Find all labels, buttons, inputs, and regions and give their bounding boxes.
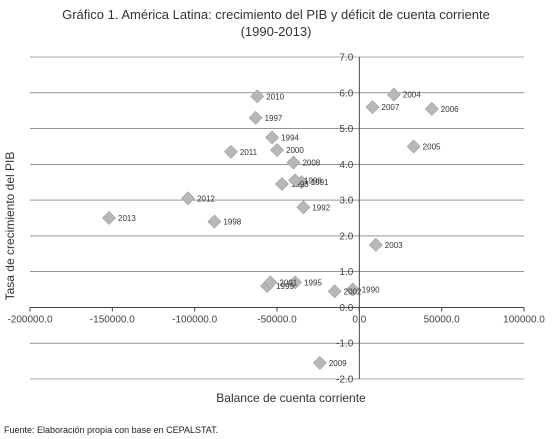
- point-label: 2005: [423, 142, 441, 151]
- point-label: 2002: [344, 287, 362, 296]
- x-tick-label: 50000.0: [424, 314, 461, 325]
- point-label: 1996: [304, 176, 322, 185]
- data-point-2008: 2008: [286, 155, 321, 170]
- chart-subtitle: (1990-2013): [240, 24, 312, 39]
- data-point-2013: 2013: [102, 211, 136, 225]
- diamond-marker: [406, 139, 421, 154]
- chart-title-block: Gráfico 1. América Latina: crecimiento d…: [0, 6, 552, 40]
- diamond-marker: [250, 89, 265, 104]
- point-label: 1999: [276, 282, 294, 291]
- point-label: 2009: [329, 359, 347, 368]
- point-label: 2011: [240, 148, 258, 157]
- data-point-2005: 2005: [406, 139, 441, 154]
- y-tick-label: 4.0: [339, 160, 353, 171]
- data-point-1992: 1992: [296, 200, 331, 215]
- point-label: 1994: [281, 134, 299, 143]
- data-point-1997: 1997: [248, 110, 283, 125]
- diamond-marker: [270, 143, 284, 157]
- diamond-marker: [275, 177, 289, 191]
- x-tick-label: 100000.0: [503, 314, 545, 325]
- diamond-marker: [327, 284, 342, 299]
- point-label: 1997: [265, 114, 283, 123]
- chart-title: Gráfico 1. América Latina: crecimiento d…: [62, 7, 490, 22]
- data-point-2010: 2010: [250, 89, 285, 104]
- y-tick-label: 3.0: [339, 196, 353, 207]
- diamond-marker: [223, 144, 238, 159]
- diamond-marker: [345, 282, 360, 297]
- data-point-2002: 2002: [327, 284, 362, 299]
- axes: [29, 57, 525, 379]
- diamond-marker: [207, 214, 222, 229]
- diamond-marker: [102, 211, 116, 225]
- diamond-marker: [288, 275, 303, 290]
- data-point-1995: 1995: [288, 275, 322, 290]
- y-tick-label: 7.0: [339, 53, 353, 64]
- point-label: 1995: [304, 278, 322, 287]
- scatter-chart: -2.0 -1.0 0.0 1.0 2.0 3.0 4.0 5.0 6.0 7.0 -200000.…: [3, 53, 545, 406]
- x-tick-label: -50000.0: [257, 314, 297, 325]
- x-tick-label: -200000.0: [7, 314, 52, 325]
- data-point-2009: 2009: [312, 355, 347, 370]
- data-point-1990: 1990: [345, 282, 380, 297]
- diamond-marker: [296, 200, 311, 215]
- point-label: 1998: [223, 218, 241, 227]
- diamond-marker: [386, 87, 401, 102]
- point-label: 1993: [291, 180, 309, 189]
- y-tick-label: -2.0: [336, 375, 354, 386]
- x-axis-label: Balance de cuenta corriente: [216, 391, 366, 405]
- diamond-marker: [286, 155, 301, 170]
- diamond-marker: [248, 110, 263, 125]
- y-tick-label: 6.0: [339, 88, 353, 99]
- point-label: 2013: [118, 214, 136, 223]
- data-point-2012: 2012: [181, 191, 215, 206]
- diamond-marker: [181, 191, 196, 206]
- point-label: 2004: [403, 91, 421, 100]
- diamond-marker: [424, 101, 439, 116]
- data-point-1993: 1993: [275, 177, 309, 191]
- data-point-2001: 2001: [263, 275, 298, 290]
- data-point-2000: 2000: [270, 143, 304, 157]
- y-tick-label: 0.0: [339, 303, 353, 314]
- point-label: 2012: [197, 194, 215, 203]
- point-label: 2006: [441, 105, 459, 114]
- diamond-marker: [312, 355, 327, 370]
- point-label: 2001: [279, 278, 297, 287]
- x-tick-label: -100000.0: [172, 314, 217, 325]
- diamond-marker: [263, 275, 278, 290]
- x-tick-label: 0.0: [352, 314, 366, 325]
- point-label: 2010: [266, 92, 284, 101]
- source-note: Fuente: Elaboración propia con base en C…: [4, 425, 219, 435]
- y-tick-label: 1.0: [339, 267, 353, 278]
- y-axis-label: Tasa de crecimiento del PIB: [3, 152, 17, 301]
- tick-labels: -2.0 -1.0 0.0 1.0 2.0 3.0 4.0 5.0 6.0 7.0 -200000.…: [7, 53, 545, 386]
- data-points: 1990 1991 1992 1993 1994 1995 1996 1997 1998 1999…: [102, 87, 459, 370]
- y-tick-label: -1.0: [336, 339, 354, 350]
- data-point-1994: 1994: [265, 130, 299, 145]
- data-point-1996: 1996: [288, 173, 322, 188]
- point-label: 1991: [311, 178, 329, 187]
- data-point-2011: 2011: [223, 144, 258, 159]
- point-label: 2008: [302, 159, 320, 168]
- data-point-2003: 2003: [368, 237, 403, 252]
- point-label: 2003: [385, 241, 403, 250]
- point-label: 2007: [382, 103, 400, 112]
- data-point-1998: 1998: [207, 214, 242, 229]
- x-tick-label: -150000.0: [90, 314, 135, 325]
- diamond-marker: [365, 100, 380, 115]
- point-label: 1990: [362, 286, 380, 295]
- point-label: 2000: [286, 146, 304, 155]
- diamond-marker: [368, 237, 383, 252]
- point-label: 1992: [312, 203, 330, 212]
- data-point-2007: 2007: [365, 100, 400, 115]
- diamond-marker: [265, 130, 279, 145]
- data-point-2004: 2004: [386, 87, 421, 102]
- y-tick-label: 2.0: [339, 231, 353, 242]
- diamond-marker: [288, 173, 303, 188]
- data-point-2006: 2006: [424, 101, 459, 116]
- y-tick-label: 5.0: [339, 124, 353, 135]
